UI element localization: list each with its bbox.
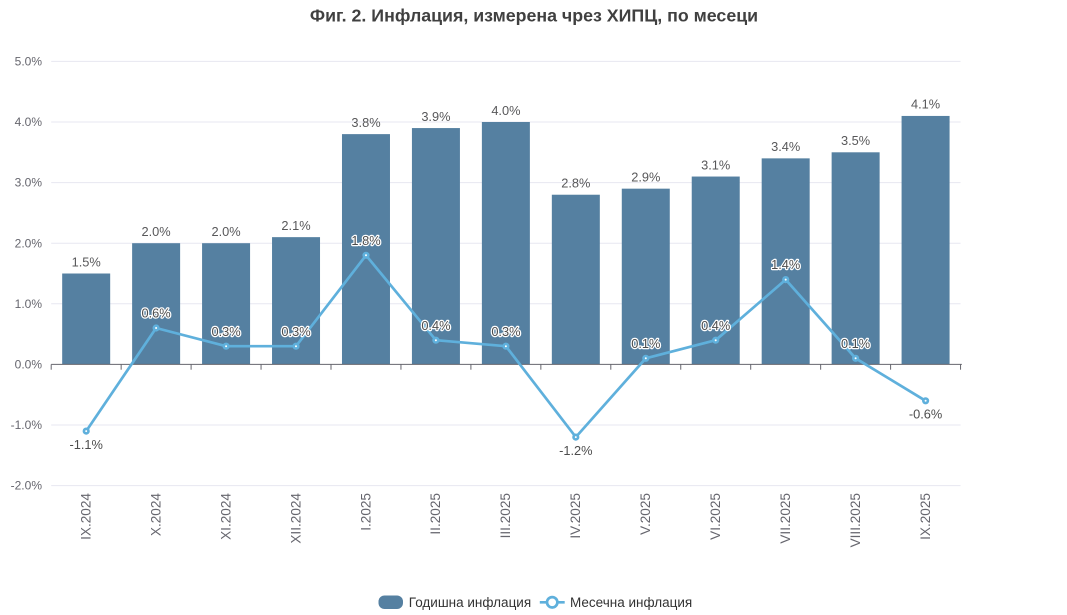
svg-text:1.5%: 1.5% (72, 254, 101, 269)
svg-text:4.1%: 4.1% (911, 97, 940, 112)
svg-text:0.4%: 0.4% (701, 318, 730, 333)
svg-text:XI.2024: XI.2024 (218, 493, 233, 540)
svg-text:4.0%: 4.0% (491, 103, 520, 118)
svg-text:0.1%: 0.1% (841, 336, 870, 351)
svg-text:3.0%: 3.0% (15, 176, 43, 190)
svg-text:IV.2025: IV.2025 (568, 493, 583, 539)
svg-text:4.0%: 4.0% (15, 115, 43, 129)
svg-text:1.0%: 1.0% (15, 297, 43, 311)
svg-text:3.4%: 3.4% (771, 139, 800, 154)
svg-text:0.0%: 0.0% (15, 358, 43, 372)
svg-text:2.9%: 2.9% (631, 170, 660, 185)
svg-text:-0.6%: -0.6% (909, 407, 942, 422)
svg-text:-1.0%: -1.0% (11, 418, 43, 432)
svg-text:3.9%: 3.9% (421, 109, 450, 124)
svg-text:IX.2024: IX.2024 (79, 493, 94, 540)
svg-text:IX.2025: IX.2025 (918, 493, 933, 540)
svg-text:0.3%: 0.3% (212, 324, 241, 339)
svg-text:3.8%: 3.8% (351, 115, 380, 130)
svg-text:3.5%: 3.5% (841, 133, 870, 148)
svg-text:XII.2024: XII.2024 (288, 493, 303, 544)
svg-text:II.2025: II.2025 (428, 493, 443, 535)
svg-text:0.4%: 0.4% (421, 318, 450, 333)
svg-text:0.6%: 0.6% (142, 306, 171, 321)
svg-text:2.0%: 2.0% (15, 236, 43, 250)
svg-text:1.8%: 1.8% (351, 233, 380, 248)
svg-text:2.0%: 2.0% (142, 224, 171, 239)
svg-text:-1.1%: -1.1% (69, 437, 102, 452)
svg-text:1.4%: 1.4% (771, 257, 800, 272)
svg-text:2.8%: 2.8% (561, 176, 590, 191)
svg-text:V.2025: V.2025 (638, 493, 653, 535)
svg-text:VIII.2025: VIII.2025 (848, 493, 863, 547)
svg-text:-2.0%: -2.0% (11, 479, 43, 493)
svg-text:5.0%: 5.0% (15, 55, 43, 69)
svg-text:0.1%: 0.1% (631, 336, 660, 351)
svg-text:III.2025: III.2025 (498, 493, 513, 538)
svg-text:3.1%: 3.1% (701, 157, 730, 172)
svg-text:X.2024: X.2024 (148, 493, 163, 537)
svg-text:2.0%: 2.0% (212, 224, 241, 239)
svg-text:0.3%: 0.3% (281, 324, 310, 339)
svg-text:I.2025: I.2025 (358, 493, 373, 531)
svg-text:VI.2025: VI.2025 (708, 493, 723, 540)
svg-text:Фиг. 2. Инфлация, измерена чре: Фиг. 2. Инфлация, измерена чрез ХИПЦ, по… (310, 6, 758, 26)
svg-text:-1.2%: -1.2% (559, 443, 592, 458)
svg-text:VII.2025: VII.2025 (778, 493, 793, 544)
svg-text:2.1%: 2.1% (281, 218, 310, 233)
svg-text:Месечна инфлация: Месечна инфлация (570, 595, 692, 610)
svg-text:Годишна инфлация: Годишна инфлация (409, 595, 531, 610)
svg-text:0.3%: 0.3% (491, 324, 520, 339)
